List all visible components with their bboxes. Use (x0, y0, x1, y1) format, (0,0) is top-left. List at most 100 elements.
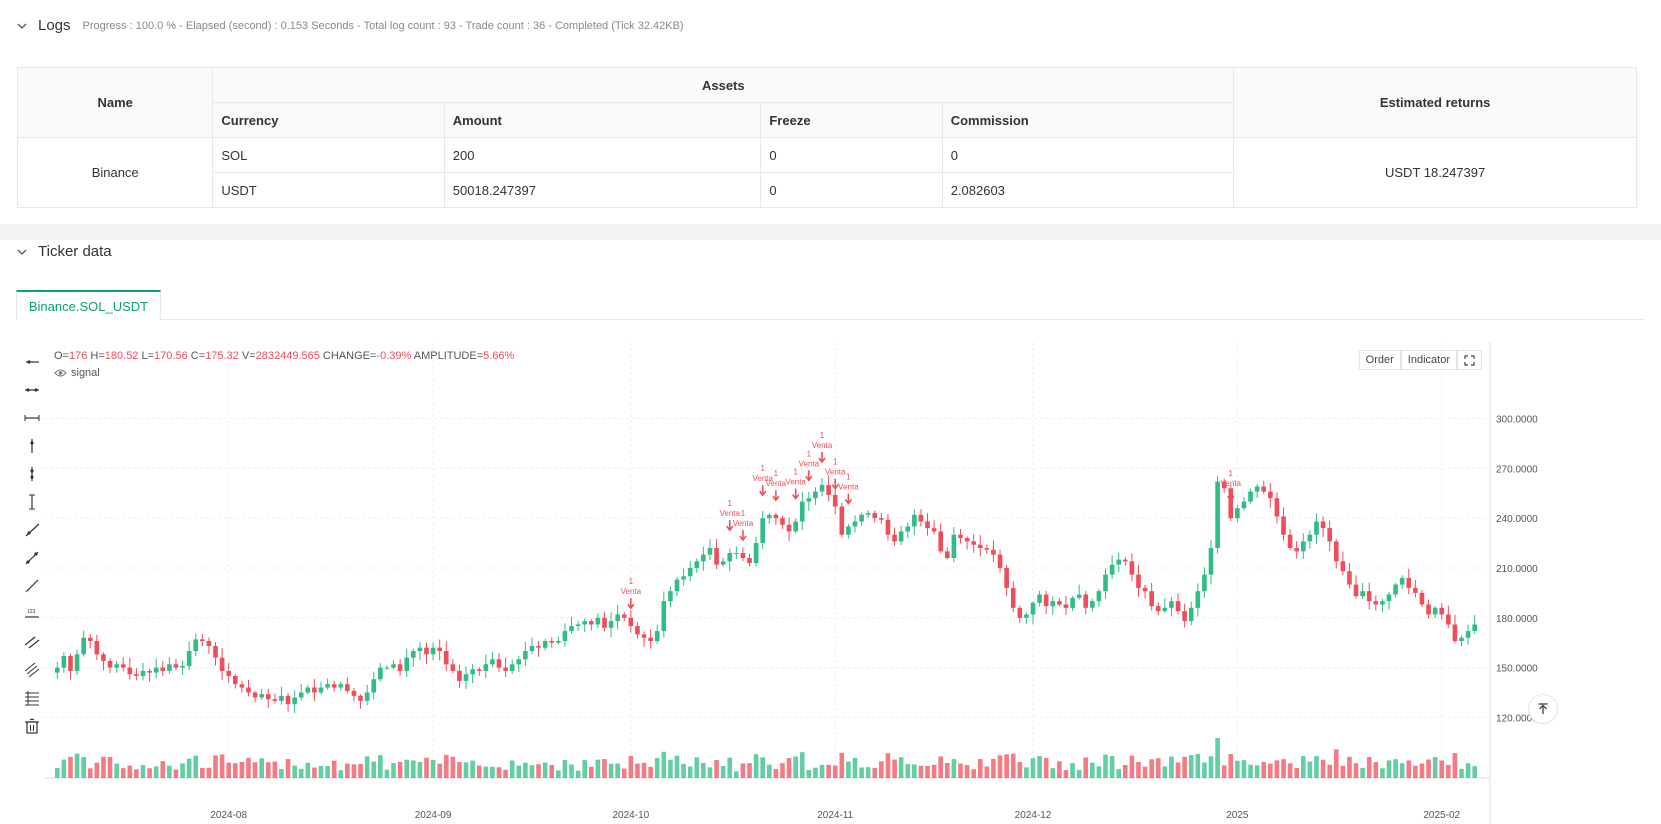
tab-binance-sol-usdt[interactable]: Binance.SOL_USDT (16, 290, 161, 320)
horizontal-line-icon[interactable] (22, 404, 42, 432)
volume-bar (892, 759, 897, 778)
volume-bar (760, 757, 766, 778)
trend-line-icon[interactable] (22, 572, 42, 600)
candle-body (687, 567, 693, 577)
x-tick-label: 2025 (1226, 810, 1249, 821)
candle-body (747, 558, 752, 563)
vertical-line-icon[interactable] (22, 488, 42, 516)
volume-bar (918, 765, 924, 778)
chart-canvas[interactable]: 300.0000 270.0000 240.0000 210.0000 180.0000… (44, 342, 1578, 824)
volume-bar (338, 770, 344, 778)
candle-body (641, 634, 647, 638)
signal-legend[interactable]: signal (54, 367, 100, 379)
candle-body (1419, 592, 1425, 605)
signal-arrow-icon (759, 485, 767, 497)
eye-icon[interactable] (54, 368, 67, 378)
logs-title: Logs (38, 17, 71, 34)
y-tick-label: 150.0000 (1496, 664, 1538, 675)
volume-bar (766, 764, 772, 778)
freeze-cell: 0 (760, 172, 943, 208)
candle-body (213, 646, 218, 658)
candle-body (944, 551, 950, 558)
volume-bar (318, 765, 324, 778)
candle-body (114, 664, 119, 668)
volume-bar (799, 752, 805, 778)
fib-levels-icon[interactable] (22, 684, 42, 712)
volume-bar (114, 763, 119, 778)
volume-bar (1037, 756, 1042, 778)
vertical-segment-icon[interactable] (22, 460, 42, 488)
logs-panel: Logs Progress : 100.0 % - Elapsed (secon… (0, 0, 1661, 224)
volume-bar (1122, 765, 1128, 778)
fib-channel-icon[interactable] (22, 656, 42, 684)
volume-bar (958, 763, 963, 778)
volume-bar (483, 766, 489, 778)
candle-body (364, 692, 370, 701)
candle-body (81, 637, 86, 655)
candle-body (285, 695, 291, 705)
volume-bar (1162, 766, 1168, 778)
signal-count-label: 1 (774, 469, 779, 478)
volume-bar (1320, 759, 1326, 778)
scroll-to-latest-button[interactable] (1528, 694, 1558, 724)
volume-bar (819, 764, 825, 778)
volume-bar (509, 760, 515, 778)
vertical-ray-icon[interactable] (22, 432, 42, 460)
logs-header[interactable]: Logs Progress : 100.0 % - Elapsed (secon… (16, 17, 684, 34)
candle-body (674, 579, 680, 592)
volume-bar (140, 765, 146, 778)
chevron-down-icon[interactable] (16, 20, 28, 32)
volume-bar (1248, 764, 1253, 778)
horizontal-segment-icon[interactable] (22, 376, 42, 404)
volume-bar (747, 763, 752, 778)
horizontal-ray-icon[interactable] (22, 348, 42, 376)
indicator-button[interactable]: Indicator (1400, 350, 1457, 370)
fullscreen-button[interactable] (1457, 350, 1482, 370)
candle-body (384, 667, 390, 669)
ticker-header[interactable]: Ticker data (16, 243, 112, 260)
candle-body (1076, 594, 1082, 598)
trend-segment-icon[interactable] (22, 544, 42, 572)
candle-body (720, 561, 726, 565)
volume-bar (219, 754, 225, 778)
candle-body (1004, 567, 1009, 588)
volume-bar (1017, 762, 1023, 778)
candle-body (1446, 614, 1451, 625)
candle-body (793, 521, 798, 532)
candle-body (450, 664, 456, 671)
signal-text-label: Venta (812, 441, 833, 450)
trend-ray-icon[interactable] (22, 516, 42, 544)
volume-bar (839, 752, 845, 778)
price-label-icon[interactable]: 123 (22, 600, 42, 628)
volume-bar (661, 751, 667, 778)
volume-bar (1294, 767, 1300, 778)
candle-body (734, 553, 739, 555)
candle-body (1452, 624, 1458, 642)
ticker-panel: Ticker data Binance.SOL_USDT 123 300.000… (0, 240, 1661, 824)
delete-icon[interactable] (22, 712, 42, 740)
volume-bar (1235, 760, 1240, 778)
volume-bar (1393, 759, 1398, 778)
volume-bar (1287, 763, 1293, 778)
assets-table: Name Assets Estimated returns Currency A… (16, 67, 1637, 208)
volume-bar (879, 761, 884, 778)
volume-bar (305, 762, 311, 778)
candle-body (832, 494, 838, 507)
candle-body (298, 692, 304, 698)
candle-body (569, 626, 574, 632)
volume-bar (793, 756, 798, 778)
volume-bar (1419, 763, 1425, 778)
chevron-down-icon[interactable] (16, 246, 28, 258)
candle-body (1360, 591, 1365, 597)
volume-bar (971, 769, 976, 778)
volume-bar (674, 755, 680, 778)
candlestick-chart[interactable]: 300.0000 270.0000 240.0000 210.0000 180.0000… (44, 342, 1578, 824)
order-button[interactable]: Order (1358, 350, 1401, 370)
candle-body (1136, 574, 1141, 588)
parallel-channel-icon[interactable] (22, 628, 42, 656)
volume-bar (516, 765, 522, 778)
candle-body (503, 667, 508, 671)
candle-body (1063, 604, 1069, 608)
candle-body (1254, 486, 1260, 492)
